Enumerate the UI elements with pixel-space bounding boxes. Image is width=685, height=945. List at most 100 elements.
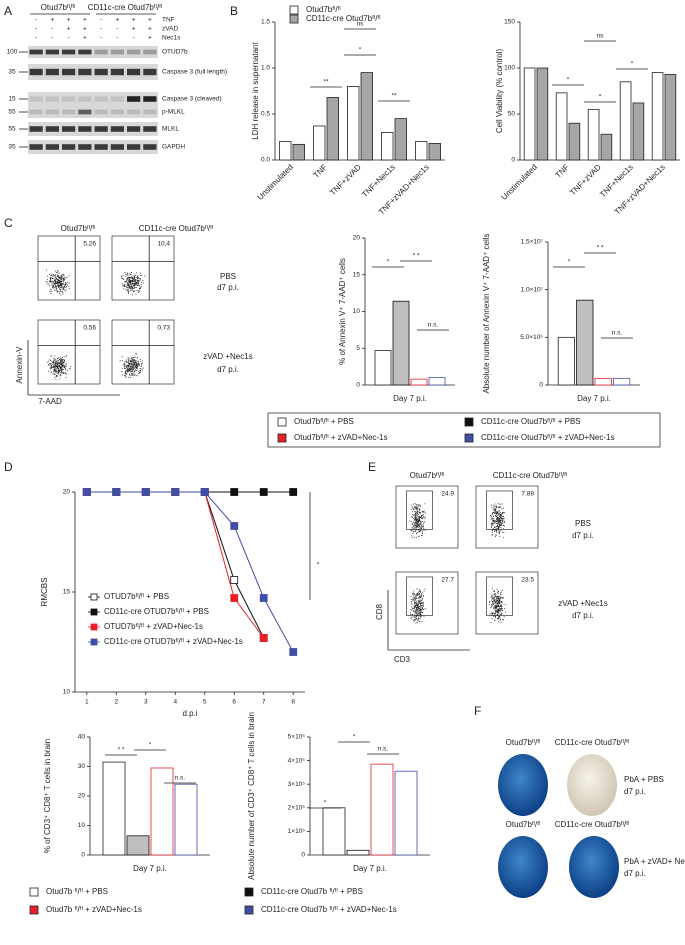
flow-dot: [50, 279, 52, 281]
blot-band: [127, 68, 141, 76]
flow-dot: [139, 368, 141, 370]
flow-dot: [63, 366, 65, 368]
flow-dot: [139, 364, 141, 366]
flow-dot: [412, 511, 414, 513]
flow-dot: [500, 609, 502, 611]
flow-dot: [61, 291, 63, 293]
flow-dot: [416, 602, 418, 604]
flow-dot: [492, 518, 494, 520]
flow-dot: [141, 275, 143, 277]
flow-dot: [129, 273, 131, 275]
flow-dot: [63, 276, 65, 278]
flow-dot: [496, 591, 498, 593]
flow-dot: [131, 363, 133, 365]
flow-dot: [417, 521, 419, 523]
flow-dot: [61, 285, 63, 287]
flow-dot: [411, 529, 413, 531]
flow-dot: [136, 375, 138, 377]
flow-dot: [416, 607, 418, 609]
flow-dot: [57, 280, 59, 282]
flow-dot: [129, 276, 131, 278]
point: [289, 488, 298, 496]
flow-dot: [62, 274, 64, 276]
flow-dot: [52, 274, 54, 276]
blot-band: [127, 109, 141, 115]
flow-dot: [494, 510, 496, 512]
flow-dot: [422, 597, 424, 599]
point: [112, 488, 121, 496]
flow-dot: [140, 365, 142, 367]
flow-dot: [62, 278, 64, 280]
legend-swatch: [29, 905, 39, 915]
flow-dot: [56, 287, 58, 289]
flow-dot: [61, 284, 63, 286]
flow-dot: [51, 355, 53, 357]
flow-dot: [50, 293, 52, 295]
treatment-sign: -: [116, 35, 118, 42]
flow-dot: [130, 363, 132, 365]
blot-band: [94, 126, 108, 132]
flow-dot: [419, 515, 421, 517]
blot-band: [45, 68, 59, 76]
flow-dot: [418, 596, 420, 598]
flow-dot: [61, 279, 63, 281]
x-tick-label: 6: [232, 699, 236, 706]
flow-dot: [64, 283, 66, 285]
flow-dot: [62, 372, 64, 374]
flow-dot: [129, 374, 131, 376]
y-tick-label: 40: [78, 734, 86, 741]
flow-dot: [417, 517, 419, 519]
flow-dot: [419, 589, 421, 591]
flow-dot: [497, 525, 499, 527]
bar: [174, 783, 198, 856]
flow-dot: [420, 611, 422, 613]
flow-dot: [489, 613, 491, 615]
flow-dot: [61, 359, 63, 361]
flow-dot: [418, 602, 420, 604]
flow-dot: [133, 282, 135, 284]
flow-dot: [415, 536, 417, 538]
flow-dot: [129, 272, 131, 274]
flow-dot: [132, 371, 134, 373]
y-axis-label: % of CD3⁺ CD8⁺ T cells in brain: [43, 739, 52, 853]
flow-dot: [418, 621, 420, 623]
flow-dot: [501, 608, 503, 610]
x-tick-label: 1: [85, 699, 89, 706]
flow-dot: [419, 601, 421, 603]
flow-dot: [59, 276, 61, 278]
flow-dot: [49, 359, 51, 361]
point: [289, 648, 298, 656]
flow-dot: [497, 603, 499, 605]
row-label: PBS: [575, 519, 591, 528]
flow-dot: [132, 278, 134, 280]
flow-dot: [500, 593, 502, 595]
flow-dot: [135, 356, 137, 358]
flow-dot: [412, 598, 414, 600]
flow-dot: [415, 599, 417, 601]
flow-dot: [55, 279, 57, 281]
flow-dot: [51, 277, 53, 279]
flow-dot: [64, 373, 66, 375]
flow-dot: [124, 366, 126, 368]
flow-dot: [57, 371, 59, 373]
flow-dot: [123, 365, 125, 367]
flow-dot: [416, 509, 418, 511]
flow-dot: [61, 365, 63, 367]
bar: [555, 92, 568, 161]
flow-dot: [494, 601, 496, 603]
flow-dot: [416, 511, 418, 513]
legend-label: Otud7b ᶠˡ/ᶠˡ + zVAD+Nec-1s: [46, 905, 142, 914]
axis-label: Annexin-V: [15, 346, 24, 384]
flow-dot: [133, 278, 135, 280]
flow-dot: [62, 293, 64, 295]
flow-dot: [418, 615, 420, 617]
mw-label: 55: [8, 126, 16, 133]
flow-dot: [137, 275, 139, 277]
flow-dot: [50, 280, 52, 282]
flow-dot: [409, 520, 411, 522]
flow-dot: [55, 368, 57, 370]
flow-dot: [420, 531, 422, 533]
flow-dot: [135, 286, 137, 288]
flow-dot: [55, 285, 57, 287]
flow-dot: [65, 289, 67, 291]
